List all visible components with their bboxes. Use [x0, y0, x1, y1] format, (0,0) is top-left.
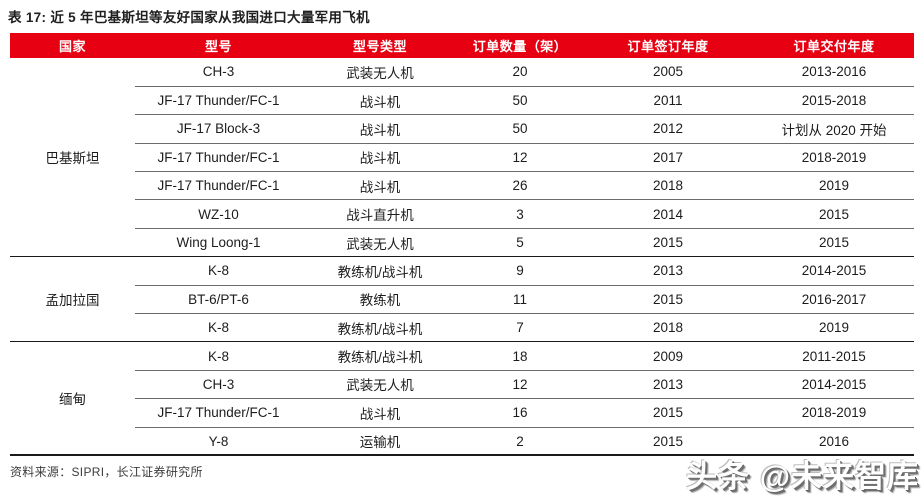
cell-order-qty: 26 — [458, 171, 582, 200]
cell-model-type: 教练机/战斗机 — [302, 341, 458, 371]
cell-sign-year: 2013 — [582, 256, 754, 286]
table-row: JF-17 Block-3 战斗机 50 2012 计划从 2020 开始 — [10, 114, 914, 144]
column-header-sign-year: 订单签订年度 — [582, 33, 754, 58]
column-header-delivery-year: 订单交付年度 — [754, 33, 914, 58]
cell-sign-year: 2018 — [582, 171, 754, 200]
cell-order-qty: 5 — [458, 227, 582, 257]
cell-model: JF-17 Thunder/FC-1 — [135, 398, 302, 428]
cell-delivery-year: 计划从 2020 开始 — [754, 114, 914, 144]
table-row: BT-6/PT-6 教练机 11 2015 2016-2017 — [10, 284, 914, 314]
cell-model: Wing Loong-1 — [135, 227, 302, 257]
cell-model: CH-3 — [202, 64, 235, 80]
cell-sign-year: 2015 — [582, 426, 754, 456]
cell-model: CH-3 — [135, 369, 302, 399]
cell-model-type: 武装无人机 — [346, 65, 414, 81]
table-header-row: 国家 型号 型号类型 订单数量（架） 订单签订年度 订单交付年度 — [10, 33, 914, 58]
cell-order-qty: 16 — [458, 398, 582, 428]
table-row: 巴基斯坦 CH-3 武装无人机 20 2005 2013-2016 — [10, 58, 914, 166]
cell-model-type: 战斗机 — [302, 114, 458, 144]
cell-country: 缅甸 — [10, 341, 135, 456]
cell-delivery-year: 2015 — [754, 227, 914, 257]
cell-model-type: 战斗机 — [302, 398, 458, 428]
table-row: Wing Loong-1 武装无人机 5 2015 2015 — [10, 227, 914, 257]
toutiao-watermark: 头条 @未来智库 — [686, 459, 919, 494]
cell-delivery-year: 2011-2015 — [754, 341, 914, 371]
cell-model-type: 战斗机 — [302, 142, 458, 172]
cell-order-qty: 20 — [512, 64, 528, 80]
cell-sign-year: 2015 — [582, 398, 754, 428]
military-aircraft-import-table: 国家 型号 型号类型 订单数量（架） 订单签订年度 订单交付年度 巴基斯坦 CH-… — [10, 33, 914, 457]
cell-delivery-year: 2015-2018 — [754, 85, 914, 115]
data-source-note: 资料来源：SIPRI，长江证券研究所 — [10, 465, 203, 479]
cell-model: JF-17 Thunder/FC-1 — [135, 85, 302, 115]
cell-model: Y-8 — [135, 426, 302, 456]
cell-model: BT-6/PT-6 — [135, 284, 302, 314]
cell-delivery-year: 2013-2016 — [801, 64, 867, 80]
cell-model-type: 战斗直升机 — [302, 199, 458, 229]
cell-model-type: 教练机/战斗机 — [302, 313, 458, 342]
cell-model-type: 武装无人机 — [302, 227, 458, 257]
cell-order-qty: 3 — [458, 199, 582, 229]
table-row: JF-17 Thunder/FC-1 战斗机 16 2015 2018-2019 — [10, 398, 914, 428]
cell-delivery-year: 2018-2019 — [754, 142, 914, 172]
cell-sign-year: 2018 — [582, 313, 754, 342]
cell-order-qty: 18 — [458, 341, 582, 371]
column-header-model: 型号 — [135, 33, 302, 58]
cell-model: K-8 — [135, 256, 302, 286]
cell-sign-year: 2013 — [582, 369, 754, 399]
cell-model-type: 武装无人机 — [302, 369, 458, 399]
column-header-country: 国家 — [10, 33, 135, 58]
column-header-order-qty: 订单数量（架） — [458, 33, 582, 58]
cell-sign-year: 2009 — [582, 341, 754, 371]
cell-model: WZ-10 — [135, 199, 302, 229]
cell-order-qty: 9 — [458, 256, 582, 286]
table-row: WZ-10 战斗直升机 3 2014 2015 — [10, 199, 914, 229]
table-row: JF-17 Thunder/FC-1 战斗机 26 2018 2019 — [10, 171, 914, 200]
cell-delivery-year: 2019 — [754, 313, 914, 342]
table-row: K-8 教练机/战斗机 7 2018 2019 — [10, 313, 914, 342]
cell-delivery-year: 2019 — [754, 171, 914, 200]
cell-model: JF-17 Thunder/FC-1 — [135, 142, 302, 172]
table-row: CH-3 武装无人机 12 2013 2014-2015 — [10, 369, 914, 399]
cell-delivery-year: 2016 — [754, 426, 914, 456]
cell-sign-year: 2011 — [582, 85, 754, 115]
cell-model: JF-17 Block-3 — [135, 114, 302, 144]
cell-sign-year: 2012 — [582, 114, 754, 144]
cell-order-qty: 50 — [458, 85, 582, 115]
cell-sign-year: 2017 — [582, 142, 754, 172]
cell-order-qty: 50 — [458, 114, 582, 144]
table-body: 巴基斯坦 CH-3 武装无人机 20 2005 2013-2016 JF-17 Thunde… — [10, 58, 914, 456]
cell-order-qty: 11 — [458, 284, 582, 314]
cell-model-type: 教练机/战斗机 — [302, 256, 458, 286]
cell-sign-year: 2015 — [582, 227, 754, 257]
cell-delivery-year: 2014-2015 — [754, 256, 914, 286]
table-row: Y-8 运输机 2 2015 2016 — [10, 426, 914, 456]
cell-model-type: 运输机 — [302, 426, 458, 456]
table-row: 缅甸 K-8 教练机/战斗机 18 2009 2011-2015 — [10, 341, 914, 456]
table-row: JF-17 Thunder/FC-1 战斗机 12 2017 2018-2019 — [10, 142, 914, 172]
cell-delivery-year: 2016-2017 — [754, 284, 914, 314]
table-title: 表 17: 近 5 年巴基斯坦等友好国家从我国进口大量军用飞机 — [8, 10, 370, 25]
cell-order-qty: 12 — [458, 369, 582, 399]
cell-order-qty: 7 — [458, 313, 582, 342]
cell-model: JF-17 Thunder/FC-1 — [135, 171, 302, 200]
cell-sign-year: 2005 — [652, 64, 684, 80]
cell-sign-year: 2015 — [582, 284, 754, 314]
cell-model-type: 教练机 — [302, 284, 458, 314]
table-row: 孟加拉国 K-8 教练机/战斗机 9 2013 2014-2015 — [10, 256, 914, 342]
table-row: JF-17 Thunder/FC-1 战斗机 50 2011 2015-2018 — [10, 85, 914, 115]
cell-model: K-8 — [135, 341, 302, 371]
column-header-model-type: 型号类型 — [302, 33, 458, 58]
cell-model-type: 战斗机 — [302, 85, 458, 115]
cell-model: K-8 — [135, 313, 302, 342]
cell-order-qty: 12 — [458, 142, 582, 172]
cell-country: 孟加拉国 — [10, 256, 135, 342]
cell-delivery-year: 2014-2015 — [754, 369, 914, 399]
cell-model-type: 战斗机 — [302, 171, 458, 200]
cell-sign-year: 2014 — [582, 199, 754, 229]
cell-country: 巴基斯坦 — [45, 151, 100, 167]
cell-delivery-year: 2015 — [754, 199, 914, 229]
cell-order-qty: 2 — [458, 426, 582, 456]
cell-delivery-year: 2018-2019 — [754, 398, 914, 428]
